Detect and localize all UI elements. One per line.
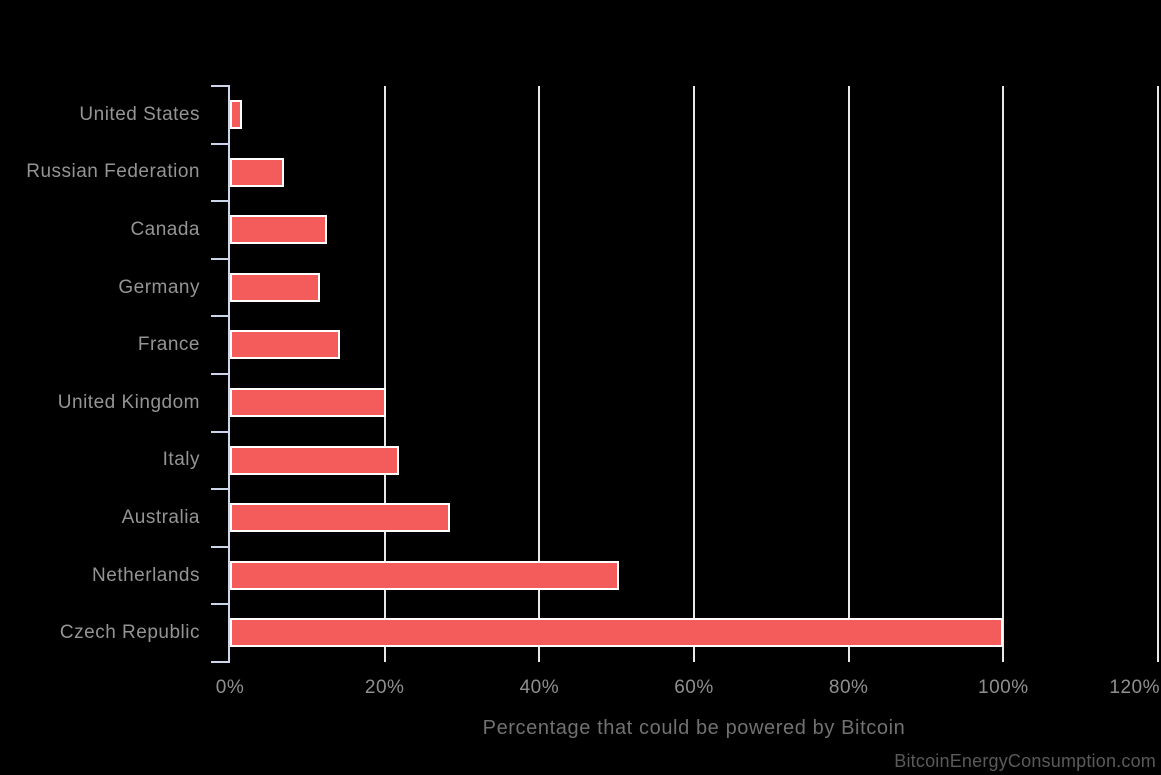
y-axis-tick (211, 257, 228, 260)
y-axis-tick (211, 545, 228, 548)
y-axis-tick (211, 142, 228, 145)
y-axis-tick (211, 661, 228, 663)
watermark: BitcoinEnergyConsumption.com (894, 751, 1156, 771)
y-axis-tick (211, 200, 228, 203)
x-tick-label-60: 60% (674, 677, 714, 698)
x-axis-title: Percentage that could be powered by Bitc… (482, 717, 906, 739)
category-label-russian-federation: Russian Federation (26, 161, 200, 183)
category-label-netherlands: Netherlands (92, 564, 200, 586)
y-axis-tick (211, 85, 228, 87)
y-axis-tick (211, 488, 228, 491)
category-label-canada: Canada (130, 218, 200, 240)
bar-germany[interactable] (230, 272, 321, 302)
y-axis-tick (211, 430, 228, 433)
bar-united-kingdom[interactable] (230, 388, 387, 417)
bar-czech-republic[interactable] (230, 618, 1004, 648)
bar-canada[interactable] (230, 215, 328, 245)
y-axis-tick (211, 603, 228, 606)
bar-russian-federation[interactable] (230, 157, 285, 187)
gridline-100 (1002, 86, 1005, 662)
gridline-80 (847, 86, 850, 662)
gridline-20 (383, 86, 386, 662)
category-label-czech-republic: Czech Republic (59, 622, 200, 644)
x-tick-label-120: 120% (1109, 677, 1160, 698)
category-label-united-states: United States (79, 103, 200, 125)
bar-united-states[interactable] (230, 100, 243, 129)
category-label-australia: Australia (121, 506, 200, 528)
category-label-france: France (137, 334, 200, 356)
x-tick-label-0: 0% (215, 677, 245, 698)
category-label-united-kingdom: United Kingdom (57, 391, 200, 413)
category-label-italy: Italy (162, 449, 200, 471)
y-axis-tick (211, 315, 228, 318)
x-tick-label-80: 80% (828, 677, 869, 698)
bar-france[interactable] (230, 330, 340, 360)
y-axis-tick (211, 373, 228, 375)
x-tick-label-20: 20% (364, 677, 405, 698)
gridline-40 (538, 86, 541, 662)
x-tick-label-100: 100% (978, 677, 1029, 698)
bar-australia[interactable] (230, 503, 450, 533)
gridline-120 (1157, 86, 1159, 662)
x-tick-label-40: 40% (519, 677, 560, 698)
category-label-germany: Germany (118, 276, 200, 298)
gridline-60 (693, 86, 695, 662)
y-axis-line (228, 85, 230, 663)
bar-netherlands[interactable] (230, 560, 619, 590)
bar-italy[interactable] (230, 445, 399, 475)
